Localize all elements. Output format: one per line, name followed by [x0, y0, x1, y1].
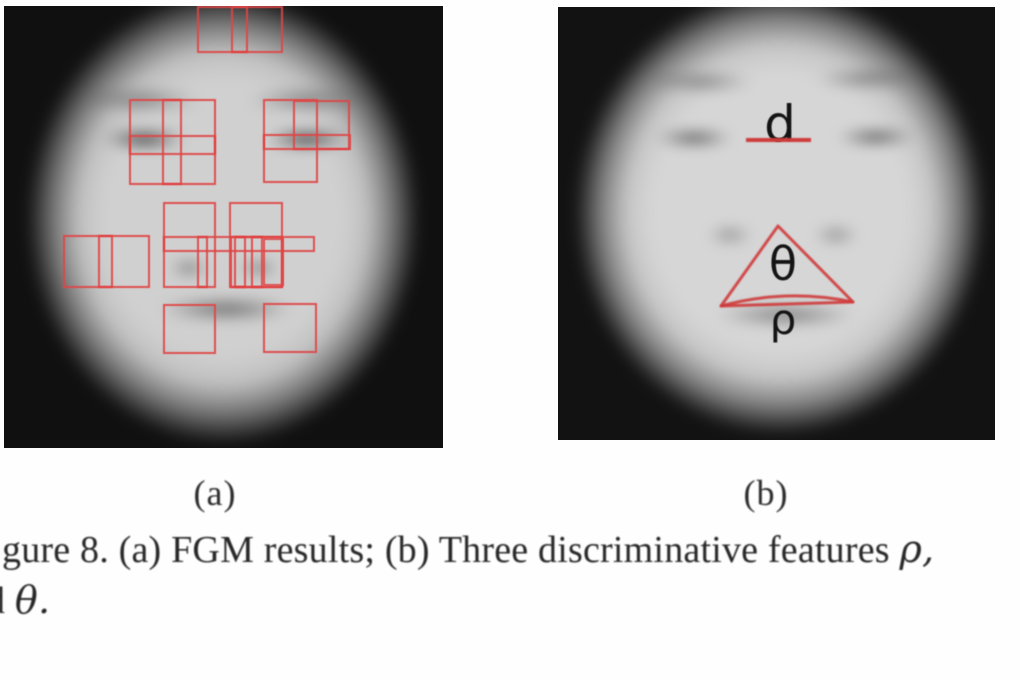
fgm-feature-box: [129, 135, 216, 155]
caption-text: d: [0, 580, 15, 622]
fgm-feature-box: [263, 238, 284, 286]
fgm-feature-box: [162, 99, 182, 185]
panel-a-label: (a): [193, 473, 237, 513]
average-face-image-b: [558, 7, 995, 440]
fgm-feature-box: [263, 303, 317, 353]
figure-caption-line-2: d θ.: [0, 578, 50, 623]
eye-distance-line: [746, 138, 811, 142]
theta-triangle-drawing: [719, 224, 855, 308]
average-face-image-a: [4, 6, 443, 448]
panel-b-label: (b): [743, 473, 789, 513]
figure-panel-a: [4, 6, 443, 448]
theta-caption-symbol: θ.: [14, 578, 51, 622]
fgm-feature-box: [163, 304, 216, 354]
figure-panel-b: d θ ρ: [558, 7, 995, 440]
fgm-feature-box: [234, 236, 246, 288]
theta-symbol: θ: [768, 237, 798, 291]
fgm-feature-box: [263, 134, 351, 150]
caption-text: gure 8. (a) FGM results; (b) Three discr…: [2, 529, 900, 571]
figure-caption-line-1: gure 8. (a) FGM results; (b) Three discr…: [2, 527, 934, 572]
fgm-feature-box: [197, 236, 208, 288]
fgm-feature-box: [231, 6, 248, 53]
fgm-boxes-layer: [4, 6, 443, 448]
rho-symbol: ρ: [769, 295, 797, 344]
fgm-feature-box: [98, 235, 113, 288]
feature-annotations-layer: d θ ρ: [558, 7, 995, 440]
rho-caption-symbol: ρ,: [899, 527, 935, 571]
fgm-feature-box: [251, 236, 263, 288]
